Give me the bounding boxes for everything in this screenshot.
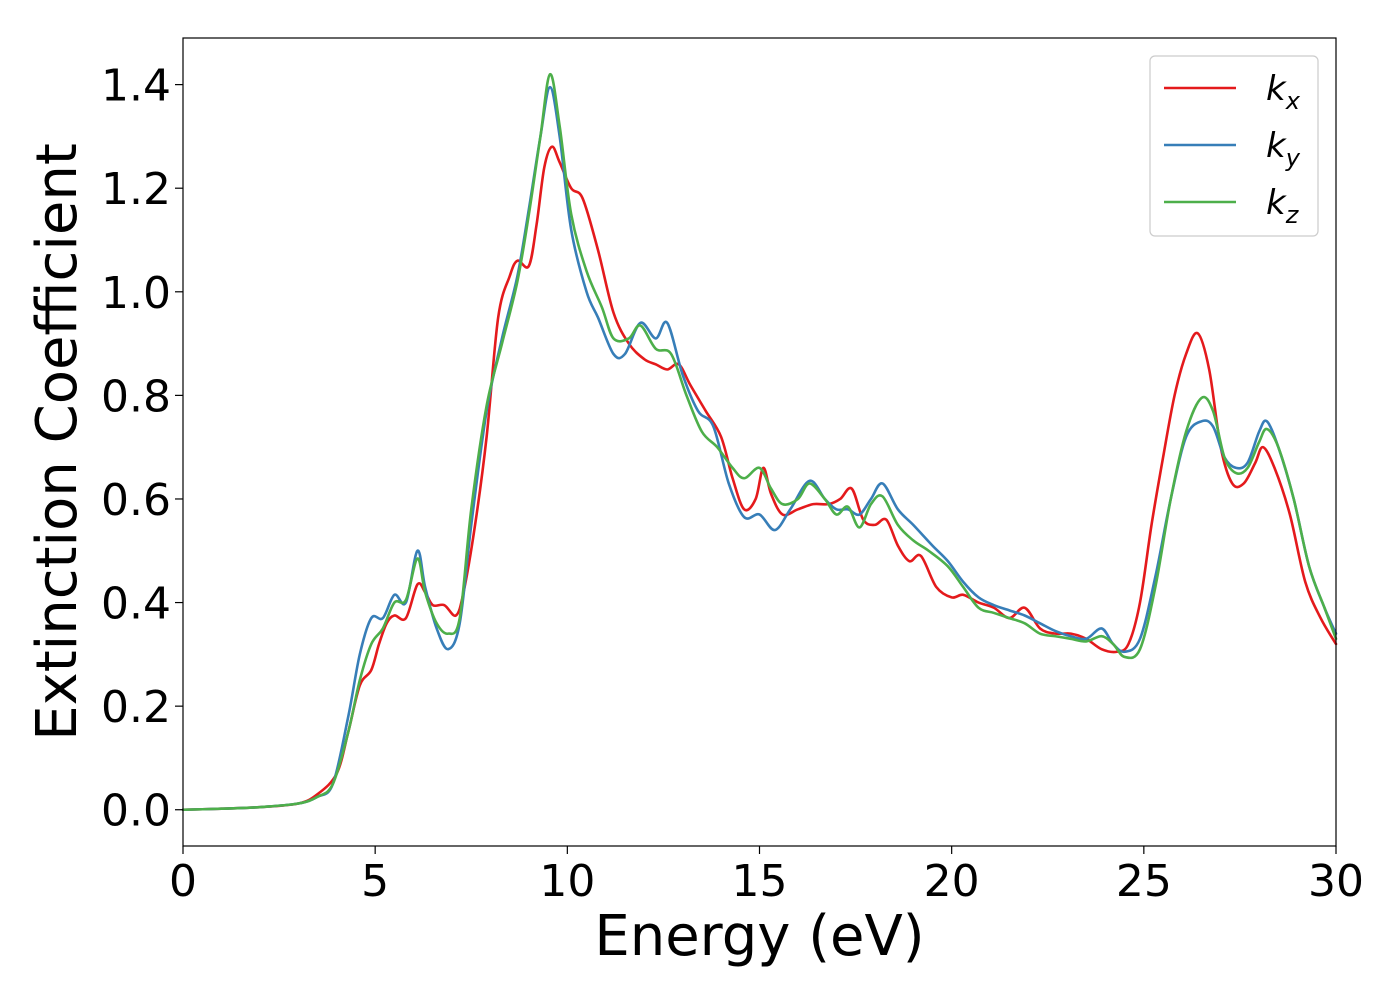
plot-series-layer — [181, 72, 1338, 812]
x-tick-label: 20 — [924, 856, 980, 907]
legend-label-subscript: x — [1285, 87, 1301, 115]
y-tick-label: 0.8 — [101, 371, 171, 422]
y-tick-label: 1.0 — [101, 268, 171, 319]
y-tick-label: 0.6 — [101, 475, 171, 526]
series-line-kz — [181, 72, 1338, 812]
legend-label-subscript: z — [1285, 201, 1300, 229]
legend-label-base: k — [1266, 69, 1287, 109]
legend-label-base: k — [1266, 126, 1287, 166]
x-tick-label: 10 — [539, 856, 595, 907]
x-tick-label: 15 — [732, 856, 788, 907]
y-tick-label: 1.2 — [101, 164, 171, 215]
x-tick-label: 5 — [361, 856, 389, 907]
x-tick-label: 0 — [169, 856, 197, 907]
legend-label-base: k — [1266, 183, 1287, 223]
y-tick-label: 1.4 — [101, 61, 171, 112]
x-axis-title: Energy (eV) — [594, 904, 924, 969]
y-axis-ticks: 0.0 0.2 0.4 0.6 0.8 1.0 1.2 1.4 — [101, 61, 183, 837]
y-tick-label: 0.2 — [101, 682, 171, 733]
y-tick-label: 0.4 — [101, 579, 171, 630]
series-line-kx — [181, 145, 1338, 812]
x-axis-ticks: 0 5 10 15 20 25 30 — [169, 846, 1364, 907]
y-tick-label: 0.0 — [101, 786, 171, 837]
y-axis-title: Extinction Coefficient — [25, 143, 90, 741]
legend-label-ky: ky — [1266, 126, 1301, 172]
legend-label-kx: kx — [1266, 69, 1301, 115]
legend-label-subscript: y — [1285, 144, 1301, 172]
x-tick-label: 25 — [1116, 856, 1172, 907]
legend-label-kz: kz — [1266, 183, 1300, 229]
x-tick-label: 30 — [1308, 856, 1364, 907]
